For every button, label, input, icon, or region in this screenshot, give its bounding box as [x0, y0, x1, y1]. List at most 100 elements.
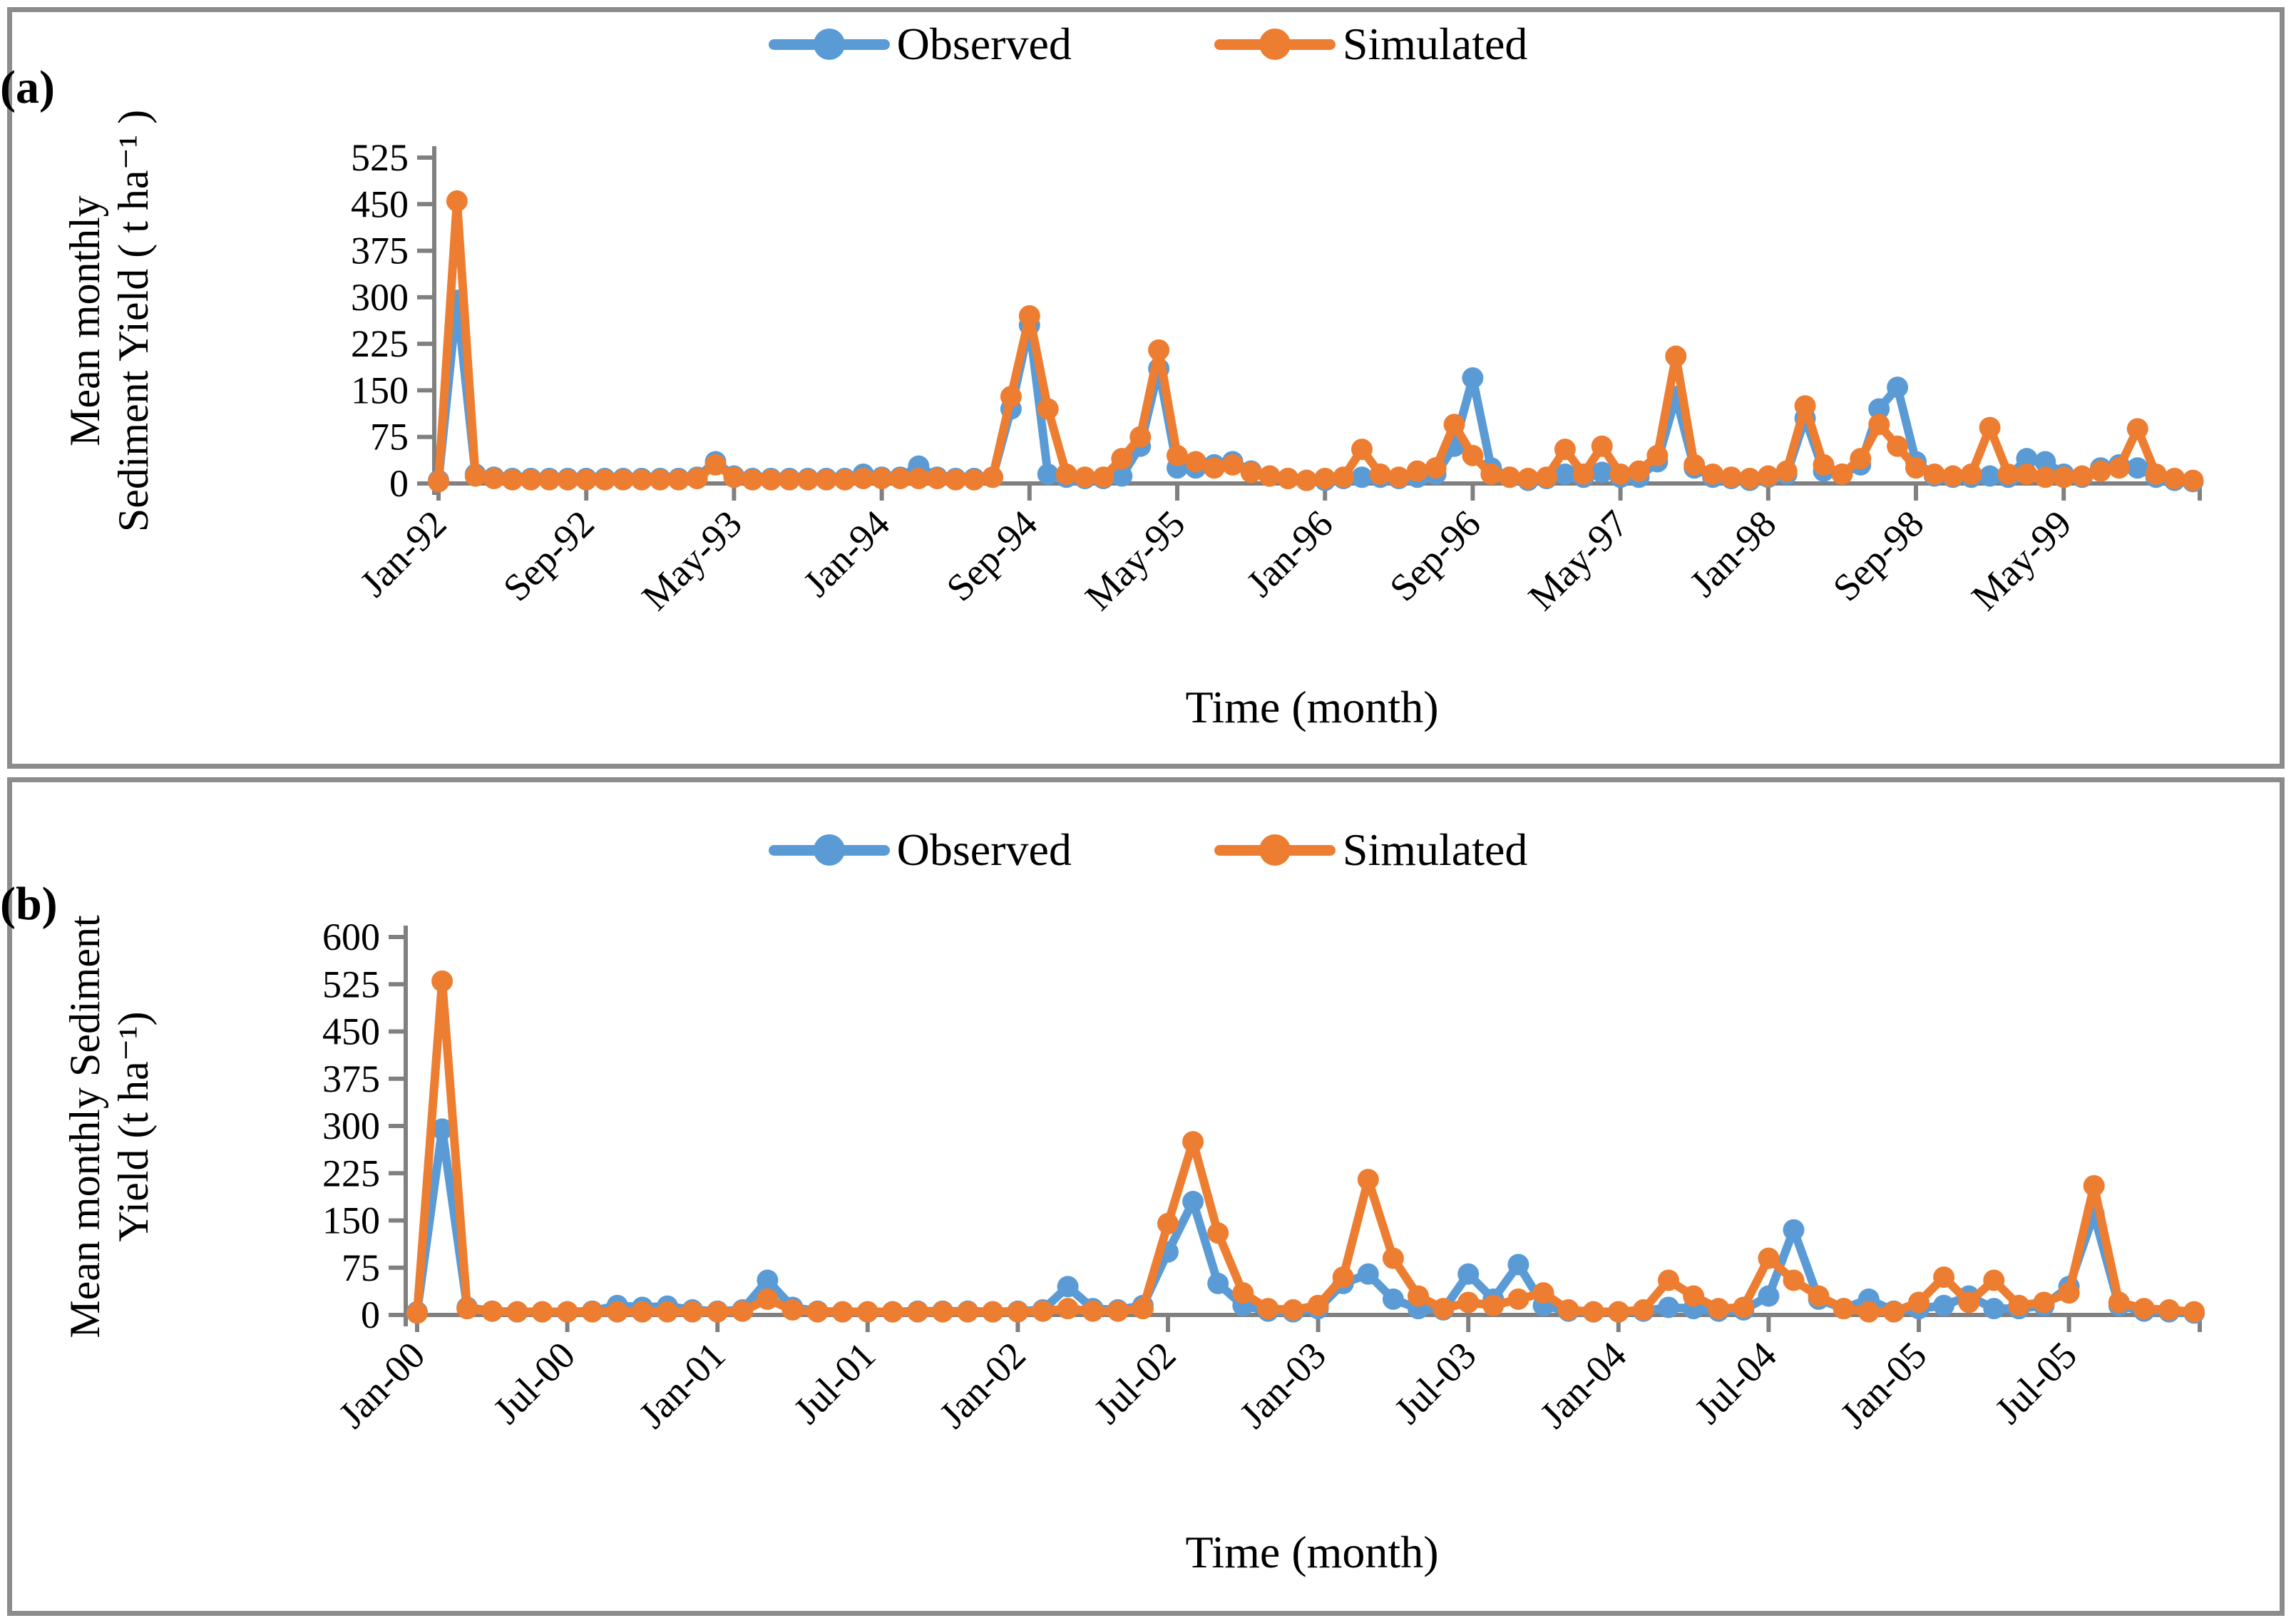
simulated-point [481, 1300, 503, 1322]
simulated-point [520, 469, 542, 491]
simulated-point [1702, 463, 1724, 485]
x-tick-label: May-97 [1520, 502, 1636, 618]
simulated-point [667, 469, 690, 491]
observed-point [1554, 463, 1576, 485]
simulated-point [1683, 1285, 1705, 1307]
simulated-point [1557, 1299, 1579, 1321]
simulated-point [1532, 1282, 1554, 1304]
simulated-point [1591, 435, 1613, 457]
simulated-point [538, 469, 560, 491]
y-tick-label: 450 [322, 1010, 380, 1053]
legend-a: Observed Simulated [0, 21, 2296, 67]
simulated-point [2133, 1298, 2155, 1320]
observed-point [1983, 1298, 2005, 1320]
simulated-point [630, 469, 652, 491]
simulated-point [757, 1288, 779, 1310]
simulated-point [686, 468, 708, 490]
simulated-point [1369, 463, 1391, 485]
x-tick-label: Sep-92 [495, 502, 603, 610]
x-tick-label: Sep-96 [1381, 502, 1489, 610]
y-tick-label: 75 [370, 416, 409, 459]
legend-label-observed: Observed [896, 19, 1072, 69]
legend-item-simulated: Simulated [1214, 827, 1527, 873]
simulated-point [1221, 454, 1244, 476]
simulated-point [1092, 466, 1114, 488]
simulated-point [1607, 1301, 1629, 1323]
simulated-point [1055, 463, 1077, 485]
y-tick-label: 0 [389, 462, 409, 505]
simulated-point [557, 469, 579, 491]
observed-point [1887, 377, 1909, 399]
simulated-point [1032, 1300, 1054, 1322]
simulated-point [1157, 1212, 1179, 1234]
simulated-point [1232, 1282, 1254, 1304]
simulated-point [1905, 457, 1927, 479]
simulated-point [682, 1301, 704, 1323]
x-tick-label: May-95 [1077, 502, 1193, 618]
simulated-point [1000, 386, 1022, 408]
y-tick-label: 525 [322, 963, 380, 1005]
simulated-point [1983, 1269, 2005, 1291]
y-tick-label: 75 [342, 1246, 380, 1289]
simulated-point [556, 1301, 578, 1323]
simulated-point [1609, 463, 1631, 485]
simulated-point [1733, 1296, 1755, 1319]
simulated-point [1499, 466, 1521, 488]
simulated-point [1408, 1285, 1429, 1307]
simulated-point [707, 1301, 729, 1323]
simulated-point [1277, 468, 1299, 490]
simulated-point [1480, 463, 1502, 485]
observed-point [1182, 1191, 1204, 1212]
simulated-point [1517, 468, 1539, 490]
x-tick-label: Jul-02 [1086, 1333, 1184, 1432]
simulated-point [1775, 460, 1798, 482]
observed-point [1507, 1254, 1529, 1276]
y-tick-label: 300 [322, 1105, 380, 1147]
y-tick-label: 375 [322, 1058, 380, 1100]
x-tick-label: Jul-01 [785, 1333, 883, 1432]
legend-item-observed: Observed [768, 824, 1072, 875]
simulated-point [831, 1301, 854, 1323]
y-tick-label: 450 [351, 183, 409, 225]
simulated-point [1794, 395, 1816, 417]
simulated-point [1868, 414, 1890, 436]
simulated-point [483, 468, 505, 490]
simulated-point [1554, 439, 1576, 461]
simulated-point [1632, 1299, 1654, 1321]
simulated-point [2163, 468, 2185, 490]
simulated-point [431, 970, 453, 992]
simulated-point [926, 468, 948, 490]
simulated-point [781, 1299, 804, 1321]
simulated-point [1082, 1300, 1104, 1322]
simulated-point [1184, 451, 1206, 473]
simulated-point [2126, 418, 2148, 440]
observed-point [1111, 465, 1133, 487]
observed-point [1382, 1288, 1404, 1310]
simulated-point [1857, 1301, 1880, 1323]
simulated-point [1167, 444, 1188, 466]
observed-point [1462, 367, 1484, 389]
simulated-point [1738, 468, 1761, 490]
simulated-point [1129, 426, 1152, 448]
y-tick-label: 225 [322, 1152, 380, 1194]
simulated-point [1314, 468, 1336, 490]
simulated-point [406, 1302, 428, 1324]
x-tick-label: Jan-94 [795, 502, 898, 605]
simulated-line [413, 976, 2199, 1318]
simulated-point [1240, 461, 1262, 483]
legend-label-observed: Observed [896, 824, 1072, 875]
x-tick-label: Jul-04 [1686, 1333, 1785, 1432]
simulated-point [760, 469, 782, 491]
simulated-point [613, 469, 634, 491]
simulated-point [723, 466, 745, 488]
simulated-point [1382, 1247, 1404, 1269]
simulated-point [1333, 466, 1355, 488]
simulated-point [1908, 1291, 1929, 1314]
simulated-point [881, 1301, 903, 1323]
simulated-series [428, 190, 2204, 493]
simulated-point [657, 1301, 678, 1323]
observed-point [1457, 1263, 1480, 1285]
simulated-point [649, 469, 671, 491]
x-tick-label: Jul-03 [1386, 1333, 1485, 1432]
